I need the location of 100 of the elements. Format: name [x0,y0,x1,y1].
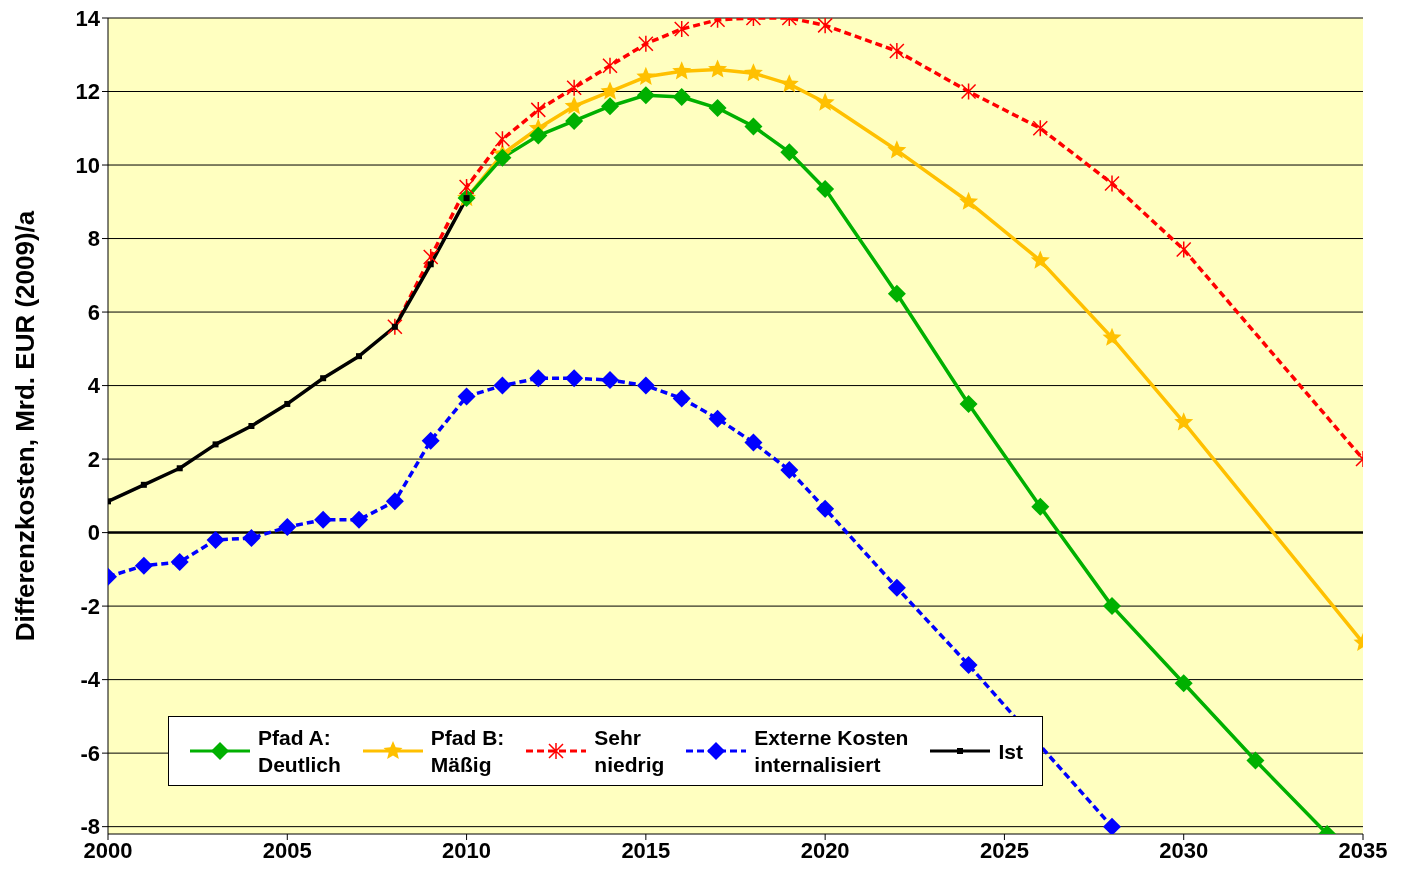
x-tick-label: 2025 [979,837,1029,863]
point [887,140,907,159]
point [278,518,297,537]
y-tick-label: 10 [75,152,100,178]
point [391,323,398,330]
point [815,92,835,111]
point [421,431,440,450]
point [134,556,153,575]
x-tick-label: 2010 [442,837,492,863]
point [427,261,434,268]
legend-label: Pfad B: Mäßig [430,725,505,778]
point [387,318,403,336]
legend-label: Externe Kosten internalisiert [754,725,909,778]
point [248,423,255,429]
point [780,461,799,480]
point [212,441,219,448]
point [566,79,582,97]
point [564,96,584,115]
point [887,578,906,597]
point [314,510,333,529]
point [320,375,327,382]
point [672,88,691,107]
point [356,353,362,360]
point [458,178,475,196]
point [601,97,619,116]
point [1031,497,1050,516]
y-tick-label: 4 [87,373,101,399]
y-tick-label: 14 [75,5,101,31]
point [206,530,225,549]
point [1030,250,1050,269]
point [779,74,799,93]
point [529,126,548,145]
point [140,481,147,488]
y-tick-label: 8 [87,226,100,252]
point [457,387,476,406]
x-tick-label: 2035 [1338,837,1388,863]
point [817,18,833,35]
point [708,59,728,78]
x-tick-label: 2005 [262,837,312,863]
point [672,389,691,408]
y-tick-label: 6 [87,299,100,325]
point [1174,412,1194,431]
point [1103,597,1121,616]
point [708,99,727,118]
point [744,117,763,136]
point [816,179,835,198]
y-tick-label: -2 [80,593,100,619]
point [601,371,619,390]
point [565,111,584,130]
point [1103,817,1121,834]
x-tick-label: 2030 [1159,837,1209,863]
point [565,369,584,388]
point [959,655,978,674]
point [959,394,978,413]
point [493,148,512,167]
y-tick-label: -6 [80,740,100,766]
point [242,529,261,548]
point [673,20,690,38]
point [636,376,655,395]
point [1032,119,1049,138]
point [385,492,404,511]
legend-label: Sehr niedrig [594,725,665,778]
legend-label: Ist [998,738,1023,765]
point [350,510,368,529]
point [284,400,291,407]
point [600,81,620,100]
point [638,34,654,53]
x-tick-label: 2015 [621,837,671,863]
point [743,63,763,82]
point [493,376,512,395]
point [602,57,618,75]
y-tick-label: 2 [87,446,100,472]
point [744,433,763,452]
point [1104,174,1120,193]
point [636,86,655,105]
point [636,66,656,85]
point [1102,327,1122,346]
point [422,248,439,266]
point [1246,751,1265,770]
point [959,191,979,210]
point [529,369,548,388]
point [816,499,835,518]
legend-label: Pfad A: Deutlich [258,725,341,778]
point [889,42,905,60]
x-tick-label: 2000 [83,837,133,863]
point [494,130,511,149]
x-tick-label: 2020 [800,837,850,863]
y-axis-title: Differenzkosten, Mrd. EUR (2009)/a [10,210,41,642]
y-tick-label: -4 [80,667,101,693]
point [708,409,727,428]
point [960,82,977,101]
point [176,465,183,472]
point [672,61,692,80]
point [887,284,906,303]
point [780,143,799,162]
point [170,553,189,571]
point [1175,240,1192,259]
y-tick-label: 0 [87,520,100,546]
point [1174,674,1193,693]
y-tick-label: -8 [80,814,100,840]
